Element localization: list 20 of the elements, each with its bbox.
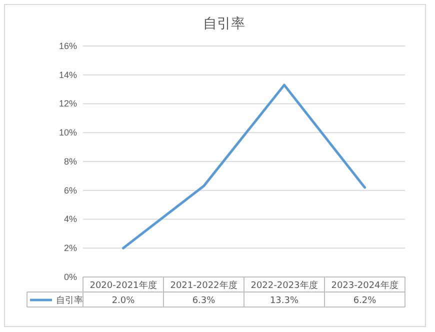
y-tick-label: 4% xyxy=(64,214,77,224)
y-tick-label: 0% xyxy=(64,272,77,282)
chart-title: 自引率 xyxy=(203,16,245,32)
data-label: 2.0% xyxy=(112,296,136,306)
line-series xyxy=(122,84,366,250)
y-tick-label: 16% xyxy=(58,40,77,51)
x-tick-label: 2020-2021年度 xyxy=(90,280,157,291)
data-label: 6.2% xyxy=(353,296,377,306)
legend-label: 自引率 xyxy=(56,295,83,306)
x-tick-label: 2023-2024年度 xyxy=(331,280,398,291)
y-tick-label: 14% xyxy=(58,70,77,80)
x-tick-label: 2021-2022年度 xyxy=(170,280,238,291)
data-label: 13.3% xyxy=(270,296,299,306)
y-tick-label: 12% xyxy=(58,98,77,109)
y-tick-label: 6% xyxy=(64,185,77,196)
y-tick-label: 8% xyxy=(64,156,77,166)
data-label: 6.3% xyxy=(192,296,216,306)
y-tick-label: 2% xyxy=(64,243,77,254)
x-tick-label: 2022-2023年度 xyxy=(250,280,318,291)
y-tick-label: 10% xyxy=(58,128,77,138)
